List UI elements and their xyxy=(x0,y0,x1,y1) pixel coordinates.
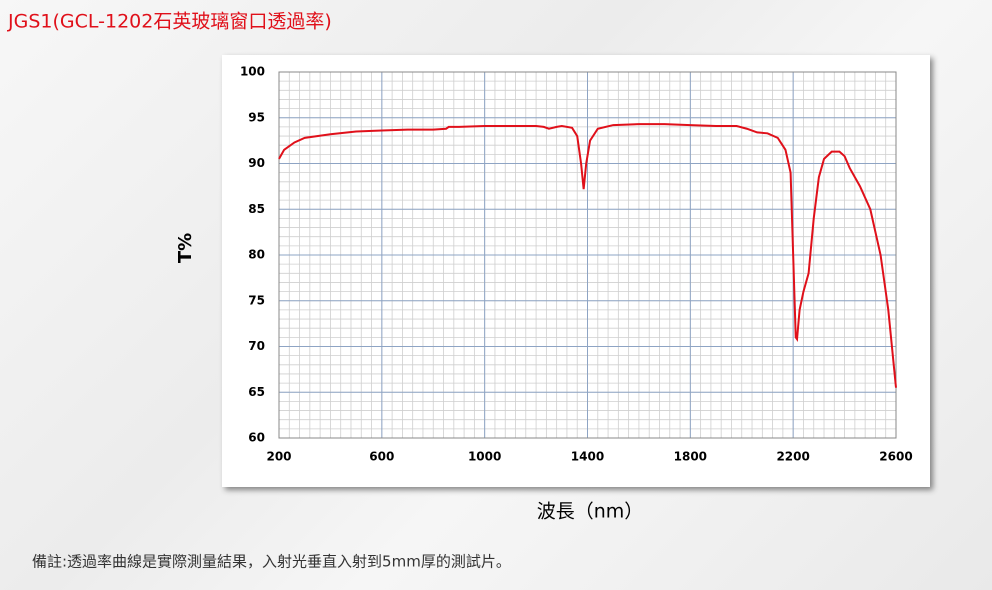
x-tick-label: 1800 xyxy=(674,450,707,464)
plot-border xyxy=(278,71,897,439)
x-tick-label: 600 xyxy=(369,450,394,464)
y-tick-label: 60 xyxy=(248,431,265,445)
y-tick-label: 65 xyxy=(248,385,265,399)
x-tick-label: 2600 xyxy=(879,450,912,464)
data-line xyxy=(278,123,897,388)
y-tick-label: 100 xyxy=(240,65,265,79)
x-tick-label: 200 xyxy=(266,450,291,464)
y-axis-label: T% xyxy=(175,233,196,263)
chart-title: JGS1(GCL-1202石英玻璃窗口透過率) xyxy=(7,11,332,33)
y-tick-label: 80 xyxy=(248,248,265,262)
y-tick-label: 90 xyxy=(248,156,265,170)
y-tick-label: 85 xyxy=(248,202,265,216)
x-tick-label: 1400 xyxy=(571,450,604,464)
y-tick-label: 75 xyxy=(248,293,265,307)
x-tick-label: 1000 xyxy=(468,450,501,464)
note: 備註:透過率曲線是實際測量結果，入射光垂直入射到5mm厚的測試片。 xyxy=(32,553,511,571)
x-axis-label: 波長（nm） xyxy=(537,501,644,523)
y-tick-label: 95 xyxy=(248,110,265,124)
y-tick-label: 70 xyxy=(248,339,265,353)
x-tick-label: 2200 xyxy=(776,450,809,464)
